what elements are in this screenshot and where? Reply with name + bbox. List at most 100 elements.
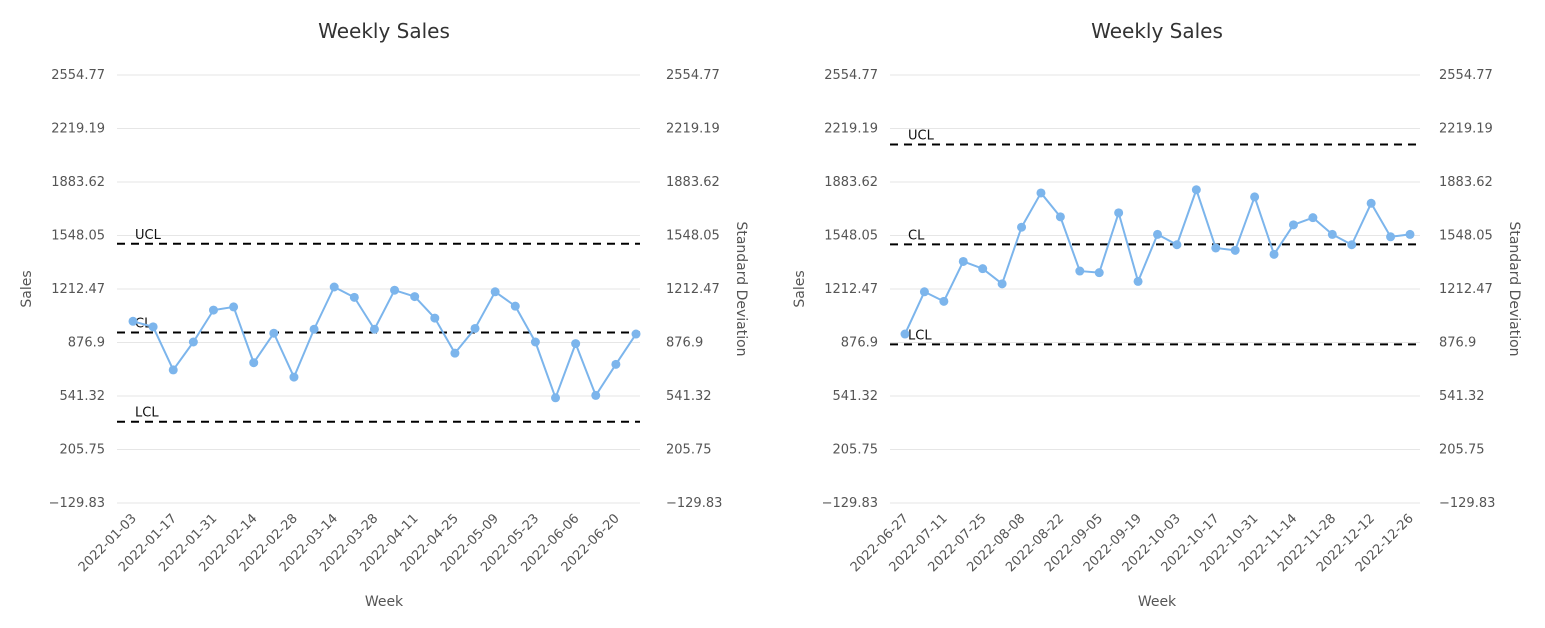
control-line-label: UCL: [135, 228, 162, 243]
data-point[interactable]: [571, 339, 581, 349]
data-point[interactable]: [1308, 213, 1318, 223]
data-point[interactable]: [1366, 198, 1376, 208]
y-tick-label: −129.83: [822, 496, 878, 511]
data-point[interactable]: [470, 323, 480, 333]
data-point[interactable]: [1230, 245, 1240, 255]
y-tick-label: 1883.62: [824, 175, 878, 190]
data-point[interactable]: [208, 305, 218, 315]
data-point[interactable]: [958, 256, 968, 266]
data-point[interactable]: [269, 328, 279, 338]
data-point[interactable]: [1250, 192, 1260, 202]
chart-left: Weekly Sales 2554.77 2219.19 1883.62 1548.0…: [19, 19, 749, 610]
data-point[interactable]: [1094, 268, 1104, 278]
gridlines: [117, 74, 640, 504]
y-tick-label: 2554.77: [51, 68, 105, 83]
chart-title: Weekly Sales: [318, 19, 450, 43]
x-axis-ticks: 2022-06-272022-07-112022-07-252022-08-08…: [848, 511, 1417, 575]
data-point[interactable]: [1172, 240, 1182, 250]
data-point[interactable]: [1405, 229, 1415, 239]
data-point[interactable]: [611, 359, 621, 369]
y-tick-label: 1548.05: [824, 228, 878, 243]
y2-tick-label: 1212.47: [1439, 282, 1493, 297]
y2-tick-label: 1548.05: [1439, 228, 1493, 243]
data-point[interactable]: [510, 301, 520, 311]
data-point[interactable]: [168, 365, 178, 375]
series-sales: [128, 282, 641, 403]
data-point[interactable]: [1017, 222, 1027, 232]
y-tick-label: 1883.62: [51, 175, 105, 190]
y2-tick-label: 1883.62: [1439, 175, 1493, 190]
data-point[interactable]: [1114, 208, 1124, 218]
data-point[interactable]: [1075, 266, 1085, 276]
data-point[interactable]: [631, 329, 641, 339]
data-point[interactable]: [1288, 220, 1298, 230]
data-point[interactable]: [430, 313, 440, 323]
x-axis-ticks: 2022-01-032022-01-172022-01-312022-02-14…: [76, 511, 623, 575]
data-point[interactable]: [1153, 229, 1162, 239]
data-point[interactable]: [591, 390, 601, 400]
control-line-label: LCL: [908, 328, 932, 343]
data-point[interactable]: [1347, 240, 1357, 250]
data-point[interactable]: [309, 324, 319, 334]
y2-tick-label: 2219.19: [666, 122, 720, 137]
y2-tick-label: 2554.77: [666, 68, 720, 83]
data-point[interactable]: [329, 282, 339, 292]
y-axis-title: Sales: [792, 270, 808, 307]
data-point[interactable]: [1386, 232, 1396, 242]
y2-tick-label: 1212.47: [666, 282, 720, 297]
data-point[interactable]: [490, 287, 500, 297]
y2-axis-ticks: 2554.77 2219.19 1883.62 1548.05 1212.47 876.9…: [666, 68, 722, 511]
data-point[interactable]: [1036, 188, 1046, 198]
data-point[interactable]: [1191, 185, 1201, 195]
data-point[interactable]: [369, 324, 379, 334]
y-tick-label: 1212.47: [51, 282, 105, 297]
y-tick-label: 2219.19: [824, 122, 878, 137]
y-axis-ticks: 2554.77 2219.19 1883.62 1548.05 1212.47 876.9…: [822, 68, 878, 511]
data-point[interactable]: [900, 329, 910, 339]
control-lines: UCL CL LCL: [890, 128, 1420, 346]
y-axis-title: Sales: [19, 270, 35, 307]
data-point[interactable]: [188, 337, 198, 347]
data-point[interactable]: [1327, 229, 1337, 239]
data-point[interactable]: [939, 296, 949, 306]
y2-tick-label: 1548.05: [666, 228, 720, 243]
control-line-label: CL: [908, 228, 925, 243]
data-point[interactable]: [148, 322, 158, 332]
y2-axis-title: Standard Deviation: [1506, 221, 1522, 356]
data-point[interactable]: [978, 264, 988, 274]
series-line: [904, 188, 1411, 335]
y-axis-ticks: 2554.77 2219.19 1883.62 1548.05 1212.47 876.9…: [49, 68, 105, 511]
x-axis-title: Week: [365, 594, 404, 610]
y2-tick-label: 541.32: [666, 389, 712, 404]
y2-tick-label: −129.83: [666, 496, 722, 511]
y2-tick-label: 1883.62: [666, 175, 720, 190]
data-point[interactable]: [1211, 243, 1221, 253]
data-point[interactable]: [919, 287, 929, 297]
series-sales: [900, 185, 1415, 339]
data-point[interactable]: [289, 372, 299, 382]
data-point[interactable]: [390, 285, 400, 295]
data-point[interactable]: [551, 393, 561, 403]
data-point[interactable]: [128, 316, 138, 326]
data-point[interactable]: [997, 279, 1007, 289]
data-point[interactable]: [249, 358, 259, 368]
y2-axis-ticks: 2554.77 2219.19 1883.62 1548.05 1212.47 876.9…: [1439, 68, 1495, 511]
y-tick-label: 1212.47: [824, 282, 878, 297]
data-point[interactable]: [1133, 276, 1143, 286]
y-tick-label: 876.9: [68, 335, 105, 350]
data-point[interactable]: [1269, 249, 1279, 259]
data-point[interactable]: [410, 292, 420, 302]
data-point[interactable]: [450, 348, 460, 358]
y-tick-label: 541.32: [60, 389, 106, 404]
y-tick-label: 205.75: [833, 442, 879, 457]
data-point[interactable]: [1055, 212, 1065, 222]
y2-tick-label: −129.83: [1439, 496, 1495, 511]
y2-tick-label: 876.9: [1439, 335, 1476, 350]
data-point[interactable]: [530, 337, 540, 347]
control-line-label: LCL: [135, 406, 159, 421]
x-axis-title: Week: [1138, 594, 1177, 610]
y2-tick-label: 541.32: [1439, 389, 1485, 404]
data-point[interactable]: [349, 292, 359, 302]
data-point[interactable]: [229, 302, 239, 312]
gridlines: [890, 74, 1420, 504]
